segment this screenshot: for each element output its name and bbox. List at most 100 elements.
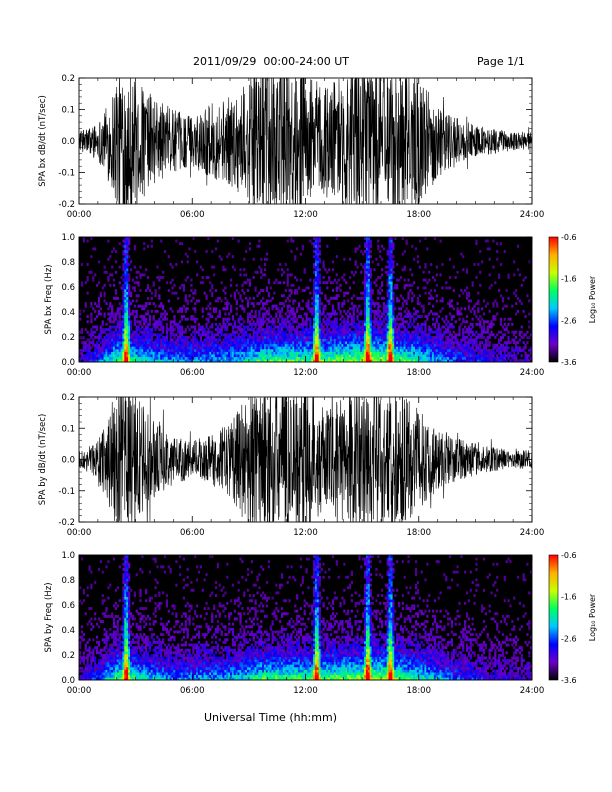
heatmap-cell <box>146 346 150 350</box>
heatmap-cell <box>111 354 114 358</box>
heatmap-cell <box>292 302 295 305</box>
heatmap-cell <box>288 322 291 326</box>
heatmap-cell <box>135 276 138 279</box>
heatmap-cell <box>199 351 202 355</box>
heatmap-cell <box>516 348 520 352</box>
heatmap-cell <box>314 351 318 355</box>
heatmap-cell <box>226 317 229 321</box>
heatmap-cell <box>122 351 125 355</box>
heatmap-cell <box>431 356 435 360</box>
heatmap-cell <box>388 247 391 251</box>
heatmap-cell <box>135 359 138 363</box>
heatmap-cell <box>224 348 227 352</box>
heatmap-cell <box>262 304 265 308</box>
heatmap-cell <box>118 346 121 350</box>
heatmap-cell <box>367 322 370 326</box>
heatmap-cell <box>373 335 376 339</box>
heatmap-cell <box>509 317 512 321</box>
heatmap-cell <box>413 330 416 334</box>
heatmap-cell <box>484 239 487 243</box>
heatmap-cell <box>99 333 102 337</box>
heatmap-cell <box>381 351 384 355</box>
heatmap-cell <box>160 328 163 332</box>
heatmap-cell <box>107 307 110 311</box>
heatmap-cell <box>173 356 176 360</box>
heatmap-cell <box>303 268 306 272</box>
heatmap-cell <box>469 359 472 363</box>
heatmap-cell <box>111 315 114 319</box>
heatmap-cell <box>133 335 136 339</box>
heatmap-cell <box>111 341 114 345</box>
heatmap-cell <box>248 333 252 337</box>
heatmap-cell <box>126 242 129 246</box>
heatmap-cell <box>458 333 461 337</box>
heatmap-cell <box>328 317 331 321</box>
heatmap-cell <box>339 341 342 345</box>
heatmap-cell <box>103 359 106 363</box>
heatmap-cell <box>228 359 231 363</box>
heatmap-cell <box>362 351 365 355</box>
heatmap-cell <box>284 263 287 266</box>
heatmap-cell <box>135 315 138 319</box>
heatmap-cell <box>129 343 133 347</box>
heatmap-cell <box>441 299 444 303</box>
heatmap-cell <box>388 278 391 282</box>
heatmap-cell <box>282 330 286 334</box>
heatmap-cell <box>505 359 508 363</box>
heatmap-cell <box>126 257 129 261</box>
heatmap-cell <box>328 354 331 358</box>
heatmap-cell <box>488 348 491 352</box>
heatmap-cell <box>109 343 112 347</box>
heatmap-cell <box>477 291 480 295</box>
heatmap-cell <box>401 304 404 308</box>
heatmap-cell <box>248 335 252 339</box>
heatmap-cell <box>182 348 185 352</box>
heatmap-cell <box>343 325 346 329</box>
heatmap-cell <box>314 335 318 339</box>
heatmap-cell <box>341 304 344 308</box>
heatmap-cell <box>214 343 218 347</box>
heatmap-cell <box>201 309 204 313</box>
heatmap-cell <box>286 296 289 300</box>
heatmap-cell <box>213 354 216 358</box>
heatmap-cell <box>454 276 457 279</box>
heatmap-cell <box>377 289 380 292</box>
heatmap-cell <box>403 359 406 363</box>
heatmap-cell <box>399 359 403 363</box>
heatmap-cell <box>314 273 318 277</box>
heatmap-cell <box>433 343 437 347</box>
heatmap-cell <box>347 341 350 345</box>
heatmap-cell <box>311 328 314 332</box>
heatmap-cell <box>314 356 318 360</box>
heatmap-cell <box>313 333 316 337</box>
heatmap-cell <box>273 341 276 345</box>
heatmap-cell <box>420 348 423 352</box>
heatmap-cell <box>347 291 350 295</box>
heatmap-cell <box>194 328 197 332</box>
heatmap-cell <box>394 346 397 350</box>
heatmap-cell <box>126 244 129 248</box>
heatmap-cell <box>111 343 114 347</box>
heatmap-cell <box>131 346 135 350</box>
heatmap-cell <box>124 255 127 259</box>
heatmap-cell <box>188 341 191 345</box>
heatmap-cell <box>303 343 306 347</box>
heatmap-cell <box>171 309 174 313</box>
heatmap-cell <box>124 281 127 285</box>
heatmap-cell <box>277 320 280 324</box>
heatmap-cell <box>418 338 421 342</box>
heatmap-cell <box>167 348 170 352</box>
heatmap-cell <box>339 317 342 321</box>
heatmap-cell <box>467 304 471 308</box>
heatmap-cell <box>305 322 308 326</box>
heatmap-cell <box>190 317 193 321</box>
heatmap-cell <box>186 299 189 303</box>
heatmap-cell <box>422 278 425 282</box>
heatmap-cell <box>133 359 136 363</box>
heatmap-cell <box>88 354 91 358</box>
heatmap-cell <box>192 315 195 319</box>
heatmap-cell <box>369 315 372 319</box>
heatmap-cell <box>522 346 525 350</box>
heatmap-cell <box>418 328 421 332</box>
heatmap-cell <box>129 346 133 350</box>
